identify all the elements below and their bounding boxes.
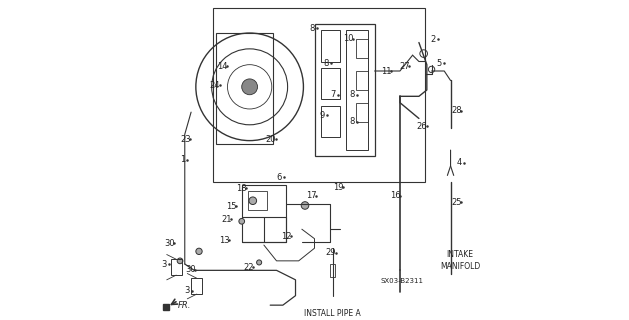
Text: 3: 3 [185, 286, 190, 295]
Circle shape [242, 79, 257, 95]
Text: SX03-B2311: SX03-B2311 [380, 278, 423, 284]
Text: 12: 12 [281, 232, 291, 241]
Text: 23: 23 [180, 134, 191, 144]
Text: 17: 17 [306, 191, 316, 201]
Text: 10: 10 [343, 34, 354, 43]
Text: 27: 27 [399, 62, 410, 71]
Text: 6: 6 [276, 172, 282, 181]
Text: 18: 18 [237, 184, 247, 193]
Text: 16: 16 [390, 191, 401, 201]
Bar [242, 185, 286, 242]
Text: 30: 30 [164, 239, 175, 248]
Circle shape [249, 197, 257, 204]
Text: 19: 19 [333, 183, 343, 192]
Bar [170, 259, 182, 275]
Text: 8: 8 [324, 59, 329, 68]
Circle shape [196, 248, 202, 254]
Text: 15: 15 [226, 202, 237, 211]
Text: INSTALL PIPE A: INSTALL PIPE A [304, 308, 361, 317]
Text: 26: 26 [417, 122, 427, 131]
Bar [355, 103, 369, 122]
Text: 1: 1 [180, 155, 185, 164]
Bar [213, 8, 425, 182]
Text: 11: 11 [381, 67, 392, 76]
Bar [321, 68, 340, 100]
Text: 8: 8 [349, 117, 355, 126]
Bar [314, 24, 375, 156]
Bar [355, 71, 369, 90]
Bar [163, 304, 169, 310]
Text: FR.: FR. [178, 301, 191, 310]
Text: 29: 29 [326, 248, 337, 258]
Text: INTAKE
MANIFOLD: INTAKE MANIFOLD [440, 251, 480, 271]
Text: 7: 7 [330, 90, 335, 99]
Circle shape [257, 260, 262, 265]
Text: 21: 21 [221, 215, 231, 224]
Text: 3: 3 [162, 260, 167, 268]
Text: 4: 4 [457, 158, 462, 167]
Circle shape [177, 258, 183, 264]
Circle shape [239, 219, 245, 224]
Text: 25: 25 [451, 198, 462, 207]
Text: 20: 20 [265, 134, 276, 144]
Text: 30: 30 [185, 265, 196, 274]
Text: 9: 9 [319, 111, 325, 120]
Bar [191, 278, 203, 294]
Text: 5: 5 [437, 59, 442, 68]
Bar [330, 264, 335, 277]
Text: 8: 8 [349, 90, 355, 99]
Bar [248, 191, 267, 210]
Text: 22: 22 [243, 263, 254, 272]
Bar [321, 30, 340, 61]
Text: 2: 2 [430, 35, 436, 44]
Bar [321, 106, 340, 138]
Text: 24: 24 [209, 81, 220, 90]
Circle shape [301, 202, 309, 209]
Text: 8: 8 [309, 24, 314, 33]
Text: 14: 14 [217, 62, 227, 71]
Bar [216, 33, 274, 144]
Text: 28: 28 [451, 106, 462, 115]
Bar [355, 39, 369, 58]
Text: 13: 13 [219, 236, 230, 245]
Bar [346, 30, 369, 150]
